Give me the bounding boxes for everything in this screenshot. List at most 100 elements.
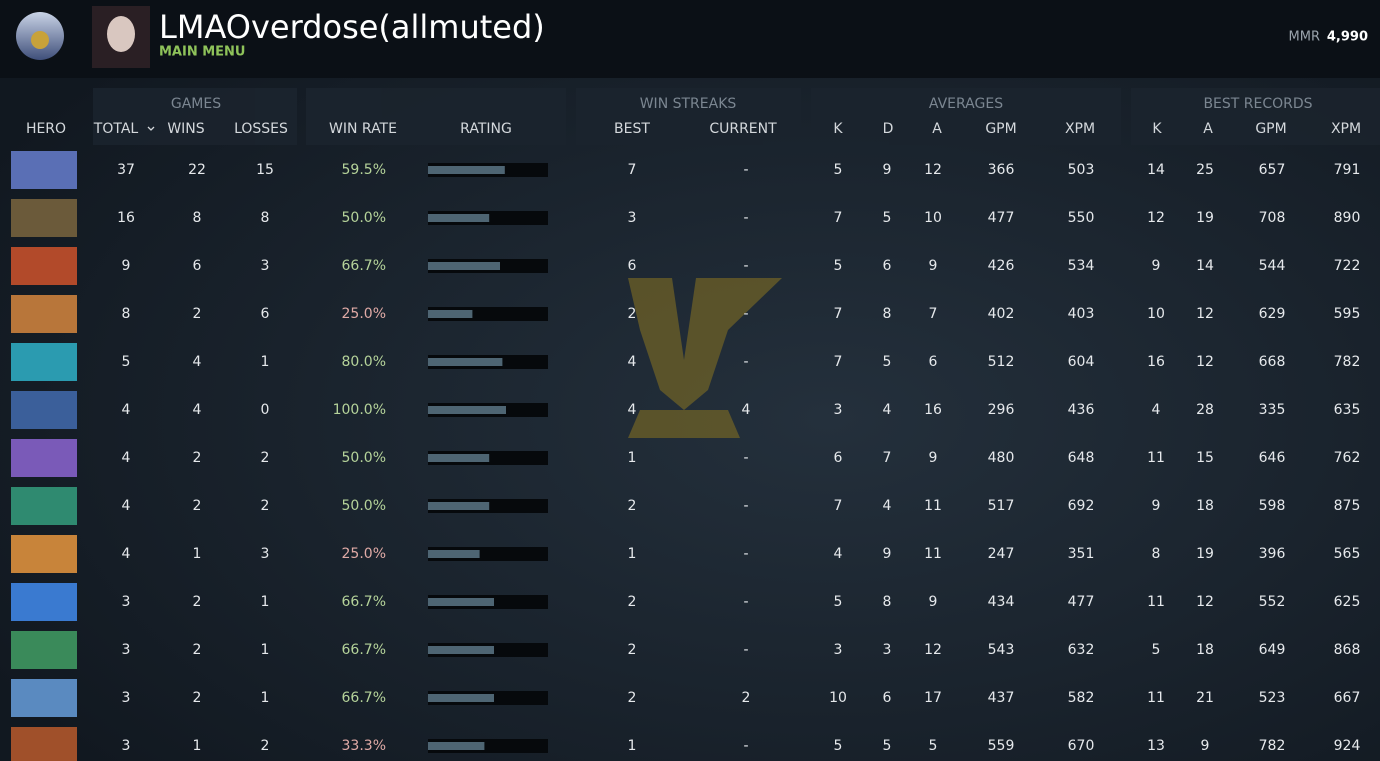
- hero-icon[interactable]: [11, 151, 77, 189]
- subtitle[interactable]: MAIN MENU: [159, 45, 246, 60]
- group-panel: [306, 88, 566, 145]
- stat-cell: 12: [924, 162, 942, 178]
- stat-cell: -: [743, 642, 748, 658]
- column-header: A: [1203, 121, 1213, 137]
- win-rate: 50.0%: [342, 450, 386, 466]
- win-rate: 25.0%: [342, 306, 386, 322]
- stat-cell: 13: [1147, 738, 1165, 754]
- stat-cell: 2: [193, 498, 202, 514]
- hero-icon[interactable]: [11, 727, 77, 761]
- hero-icon[interactable]: [11, 343, 77, 381]
- player-name: LMAOverdose(allmuted): [159, 8, 545, 46]
- stat-cell: 434: [988, 594, 1015, 610]
- stat-cell: 1: [628, 738, 637, 754]
- stat-cell: 2: [742, 690, 751, 706]
- stat-cell: 1: [261, 354, 270, 370]
- stat-cell: 2: [628, 642, 637, 658]
- column-header[interactable]: TOTAL: [93, 121, 139, 137]
- stat-cell: 17: [924, 690, 942, 706]
- stat-cell: 19: [1196, 210, 1214, 226]
- stat-cell: 2: [261, 450, 270, 466]
- rating-bar: [428, 214, 490, 222]
- group-header: GAMES: [171, 96, 221, 112]
- win-rate: 50.0%: [342, 210, 386, 226]
- stat-cell: 559: [988, 738, 1015, 754]
- hero-icon[interactable]: [11, 631, 77, 669]
- stat-cell: 9: [1201, 738, 1210, 754]
- stat-cell: 543: [988, 642, 1015, 658]
- win-rate: 66.7%: [342, 594, 386, 610]
- stat-cell: -: [743, 498, 748, 514]
- stat-cell: 595: [1334, 306, 1361, 322]
- stat-cell: 15: [256, 162, 274, 178]
- stat-cell: 4: [742, 402, 751, 418]
- hero-icon[interactable]: [11, 295, 77, 333]
- hero-icon[interactable]: [11, 487, 77, 525]
- stat-cell: 1: [193, 546, 202, 562]
- column-header: WIN RATE: [329, 121, 397, 137]
- stat-cell: 534: [1068, 258, 1095, 274]
- hero-icon[interactable]: [11, 535, 77, 573]
- stat-cell: 11: [1147, 690, 1165, 706]
- stat-cell: -: [743, 258, 748, 274]
- stat-cell: 5: [834, 738, 843, 754]
- watermark-logo: [628, 278, 782, 410]
- hero-icon[interactable]: [11, 391, 77, 429]
- stat-cell: 648: [1068, 450, 1095, 466]
- column-header: GPM: [1255, 121, 1286, 137]
- stat-cell: 670: [1068, 738, 1095, 754]
- stat-cell: 7: [834, 354, 843, 370]
- hero-icon[interactable]: [11, 679, 77, 717]
- column-header: RATING: [460, 121, 512, 137]
- stat-cell: 14: [1196, 258, 1214, 274]
- stat-cell: 8: [122, 306, 131, 322]
- stat-cell: 667: [1334, 690, 1361, 706]
- stat-cell: 1: [261, 642, 270, 658]
- column-header: GPM: [985, 121, 1016, 137]
- group-panel: [1131, 88, 1380, 145]
- stat-cell: 4: [122, 498, 131, 514]
- win-rate: 66.7%: [342, 690, 386, 706]
- column-header: K: [1152, 121, 1162, 137]
- hero-icon[interactable]: [11, 439, 77, 477]
- stat-cell: 14: [1147, 162, 1165, 178]
- stat-cell: 335: [1259, 402, 1286, 418]
- group-header: WIN STREAKS: [640, 96, 737, 112]
- stat-cell: 9: [1152, 498, 1161, 514]
- column-header: K: [833, 121, 843, 137]
- stat-cell: 604: [1068, 354, 1095, 370]
- stat-cell: 2: [628, 498, 637, 514]
- stat-cell: 552: [1259, 594, 1286, 610]
- stat-cell: 366: [988, 162, 1015, 178]
- win-rate: 25.0%: [342, 546, 386, 562]
- stat-cell: 5: [1152, 642, 1161, 658]
- stat-cell: 11: [924, 498, 942, 514]
- stat-cell: -: [743, 738, 748, 754]
- rating-bar: [428, 166, 505, 174]
- stat-cell: 19: [1196, 546, 1214, 562]
- stat-cell: 523: [1259, 690, 1286, 706]
- hero-icon[interactable]: [11, 199, 77, 237]
- stat-cell: 7: [929, 306, 938, 322]
- column-header: LOSSES: [234, 121, 288, 137]
- stat-cell: 692: [1068, 498, 1095, 514]
- stat-cell: 4: [883, 402, 892, 418]
- hero-icon[interactable]: [11, 247, 77, 285]
- stat-cell: 477: [988, 210, 1015, 226]
- stat-cell: 512: [988, 354, 1015, 370]
- stat-cell: 3: [122, 642, 131, 658]
- stat-cell: 18: [1196, 642, 1214, 658]
- group-panel: [811, 88, 1121, 145]
- hero-icon[interactable]: [11, 583, 77, 621]
- mmr-value: 4,990: [1327, 30, 1368, 45]
- stat-cell: 403: [1068, 306, 1095, 322]
- stat-cell: 2: [193, 306, 202, 322]
- stat-cell: 4: [883, 498, 892, 514]
- stat-cell: 8: [1152, 546, 1161, 562]
- stat-cell: 2: [628, 690, 637, 706]
- stat-cell: 3: [628, 210, 637, 226]
- stat-cell: 2: [261, 498, 270, 514]
- column-header: D: [883, 121, 894, 137]
- win-rate: 80.0%: [342, 354, 386, 370]
